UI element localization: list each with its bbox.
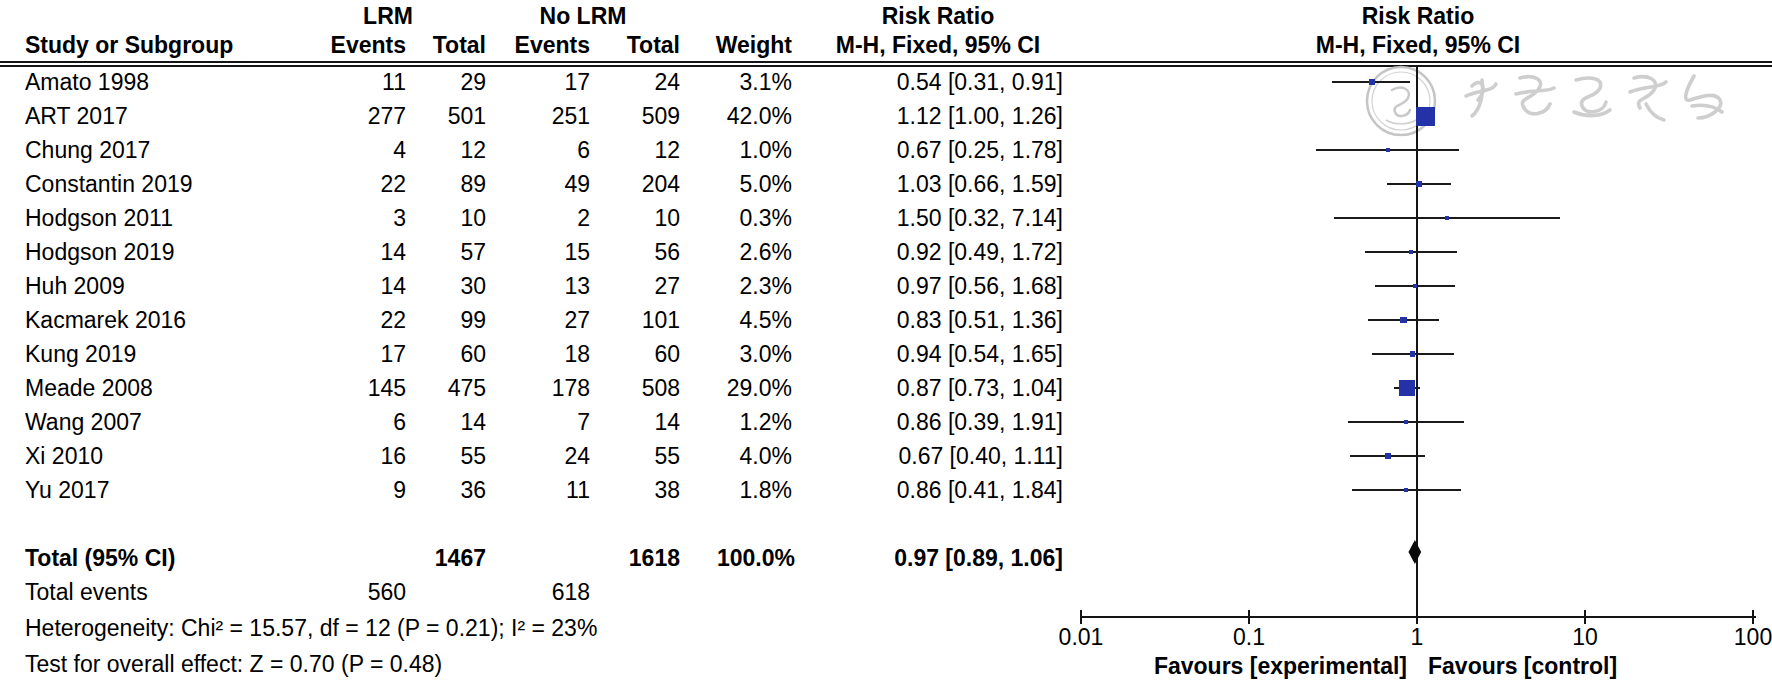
rr-ci-cell: 1.12 [1.00, 1.26] <box>783 102 1063 130</box>
effect-marker <box>1410 351 1415 356</box>
axis-tick-label: 1 <box>1372 624 1462 650</box>
total-events-lrm: 560 <box>276 578 406 606</box>
effect-marker <box>1416 181 1423 188</box>
weight-cell: 1.8% <box>662 476 792 504</box>
study-name: Xi 2010 <box>25 442 285 470</box>
forest-plot-figure: LRM No LRM Risk Ratio Risk Ratio Study o… <box>0 0 1772 696</box>
study-name: ART 2017 <box>25 102 285 130</box>
weight-cell: 1.0% <box>662 136 792 164</box>
axis-tick-label: 10 <box>1540 624 1630 650</box>
total-no-lrm-n: 1618 <box>550 544 680 572</box>
rr-ci-cell: 0.83 [0.51, 1.36] <box>783 306 1063 334</box>
axis-tick <box>1248 610 1250 624</box>
effect-marker <box>1404 420 1408 424</box>
effect-marker <box>1416 107 1435 126</box>
effect-marker <box>1385 453 1391 459</box>
total-no-lrm-cell: 27 <box>550 272 680 300</box>
rr-ci-cell: 0.92 [0.49, 1.72] <box>783 238 1063 266</box>
weight-cell: 5.0% <box>662 170 792 198</box>
total-no-lrm-cell: 55 <box>550 442 680 470</box>
total-events-no-lrm: 618 <box>460 578 590 606</box>
axis-tick <box>1080 610 1082 624</box>
total-diamond <box>1408 540 1421 564</box>
total-no-lrm-cell: 10 <box>550 204 680 232</box>
weight-cell: 0.3% <box>662 204 792 232</box>
weight-cell: 1.2% <box>662 408 792 436</box>
study-name: Kung 2019 <box>25 340 285 368</box>
rr-ci-cell: 0.94 [0.54, 1.65] <box>783 340 1063 368</box>
total-no-lrm-cell: 508 <box>550 374 680 402</box>
axis-tick <box>1584 610 1586 624</box>
total-no-lrm-header: Total <box>550 31 680 59</box>
study-name: Constantin 2019 <box>25 170 285 198</box>
weight-cell: 4.5% <box>662 306 792 334</box>
study-name: Meade 2008 <box>25 374 285 402</box>
total-no-lrm-cell: 14 <box>550 408 680 436</box>
total-no-lrm-cell: 12 <box>550 136 680 164</box>
effect-marker <box>1445 216 1449 220</box>
axis-tick <box>1416 610 1418 624</box>
total-no-lrm-cell: 204 <box>550 170 680 198</box>
watermark-calligraphy-icon <box>1458 66 1744 130</box>
study-name: Hodgson 2019 <box>25 238 285 266</box>
effect-marker <box>1400 317 1406 323</box>
total-lrm-n: 1467 <box>356 544 486 572</box>
effect-marker <box>1369 79 1374 84</box>
effect-marker <box>1404 488 1408 492</box>
weight-cell: 42.0% <box>662 102 792 130</box>
method-header-table: M-H, Fixed, 95% CI <box>808 31 1068 59</box>
total-row-label: Total (95% CI) <box>25 544 325 572</box>
rr-ci-cell: 1.03 [0.66, 1.59] <box>783 170 1063 198</box>
effect-marker <box>1409 250 1414 255</box>
total-no-lrm-cell: 24 <box>550 68 680 96</box>
total-no-lrm-cell: 38 <box>550 476 680 504</box>
risk-ratio-header-plot: Risk Ratio <box>1288 2 1548 30</box>
weight-cell: 3.1% <box>662 68 792 96</box>
total-no-lrm-cell: 509 <box>550 102 680 130</box>
total-no-lrm-cell: 56 <box>550 238 680 266</box>
effect-marker <box>1399 380 1415 396</box>
study-name: Amato 1998 <box>25 68 285 96</box>
weight-cell: 29.0% <box>662 374 792 402</box>
group-header-lrm: LRM <box>328 2 448 30</box>
weight-cell: 2.6% <box>662 238 792 266</box>
rr-ci-cell: 0.54 [0.31, 0.91] <box>783 68 1063 96</box>
rr-ci-cell: 0.67 [0.40, 1.11] <box>783 442 1063 470</box>
axis-tick-label: 100 <box>1708 624 1772 650</box>
group-header-no-lrm: No LRM <box>523 2 643 30</box>
effect-marker <box>1386 148 1390 152</box>
rr-ci-cell: 1.50 [0.32, 7.14] <box>783 204 1063 232</box>
rr-ci-cell: 0.86 [0.41, 1.84] <box>783 476 1063 504</box>
study-name: Wang 2007 <box>25 408 285 436</box>
effect-marker <box>1413 284 1417 288</box>
axis-tick <box>1752 610 1754 624</box>
total-rr-ci: 0.97 [0.89, 1.06] <box>783 544 1063 572</box>
favours-control-label: Favours [control] <box>1428 652 1758 680</box>
study-name: Kacmarek 2016 <box>25 306 285 334</box>
rr-ci-cell: 0.86 [0.39, 1.91] <box>783 408 1063 436</box>
x-axis <box>1081 616 1756 618</box>
study-name: Hodgson 2011 <box>25 204 285 232</box>
method-header-plot: M-H, Fixed, 95% CI <box>1288 31 1548 59</box>
axis-tick-label: 0.01 <box>1036 624 1126 650</box>
study-name: Chung 2017 <box>25 136 285 164</box>
overall-effect-text: Test for overall effect: Z = 0.70 (P = 0… <box>25 650 925 678</box>
total-no-lrm-cell: 60 <box>550 340 680 368</box>
heterogeneity-text: Heterogeneity: Chi² = 15.57, df = 12 (P … <box>25 614 925 642</box>
rr-ci-cell: 0.87 [0.73, 1.04] <box>783 374 1063 402</box>
favours-experimental-label: Favours [experimental] <box>1007 652 1407 680</box>
study-name: Yu 2017 <box>25 476 285 504</box>
weight-header: Weight <box>662 31 792 59</box>
watermark-seal-icon <box>1362 62 1440 140</box>
risk-ratio-header-table: Risk Ratio <box>808 2 1068 30</box>
weight-cell: 3.0% <box>662 340 792 368</box>
total-weight: 100.0% <box>665 544 795 572</box>
axis-tick-label: 0.1 <box>1204 624 1294 650</box>
rr-ci-cell: 0.67 [0.25, 1.78] <box>783 136 1063 164</box>
rr-ci-cell: 0.97 [0.56, 1.68] <box>783 272 1063 300</box>
study-name: Huh 2009 <box>25 272 285 300</box>
total-no-lrm-cell: 101 <box>550 306 680 334</box>
weight-cell: 4.0% <box>662 442 792 470</box>
weight-cell: 2.3% <box>662 272 792 300</box>
